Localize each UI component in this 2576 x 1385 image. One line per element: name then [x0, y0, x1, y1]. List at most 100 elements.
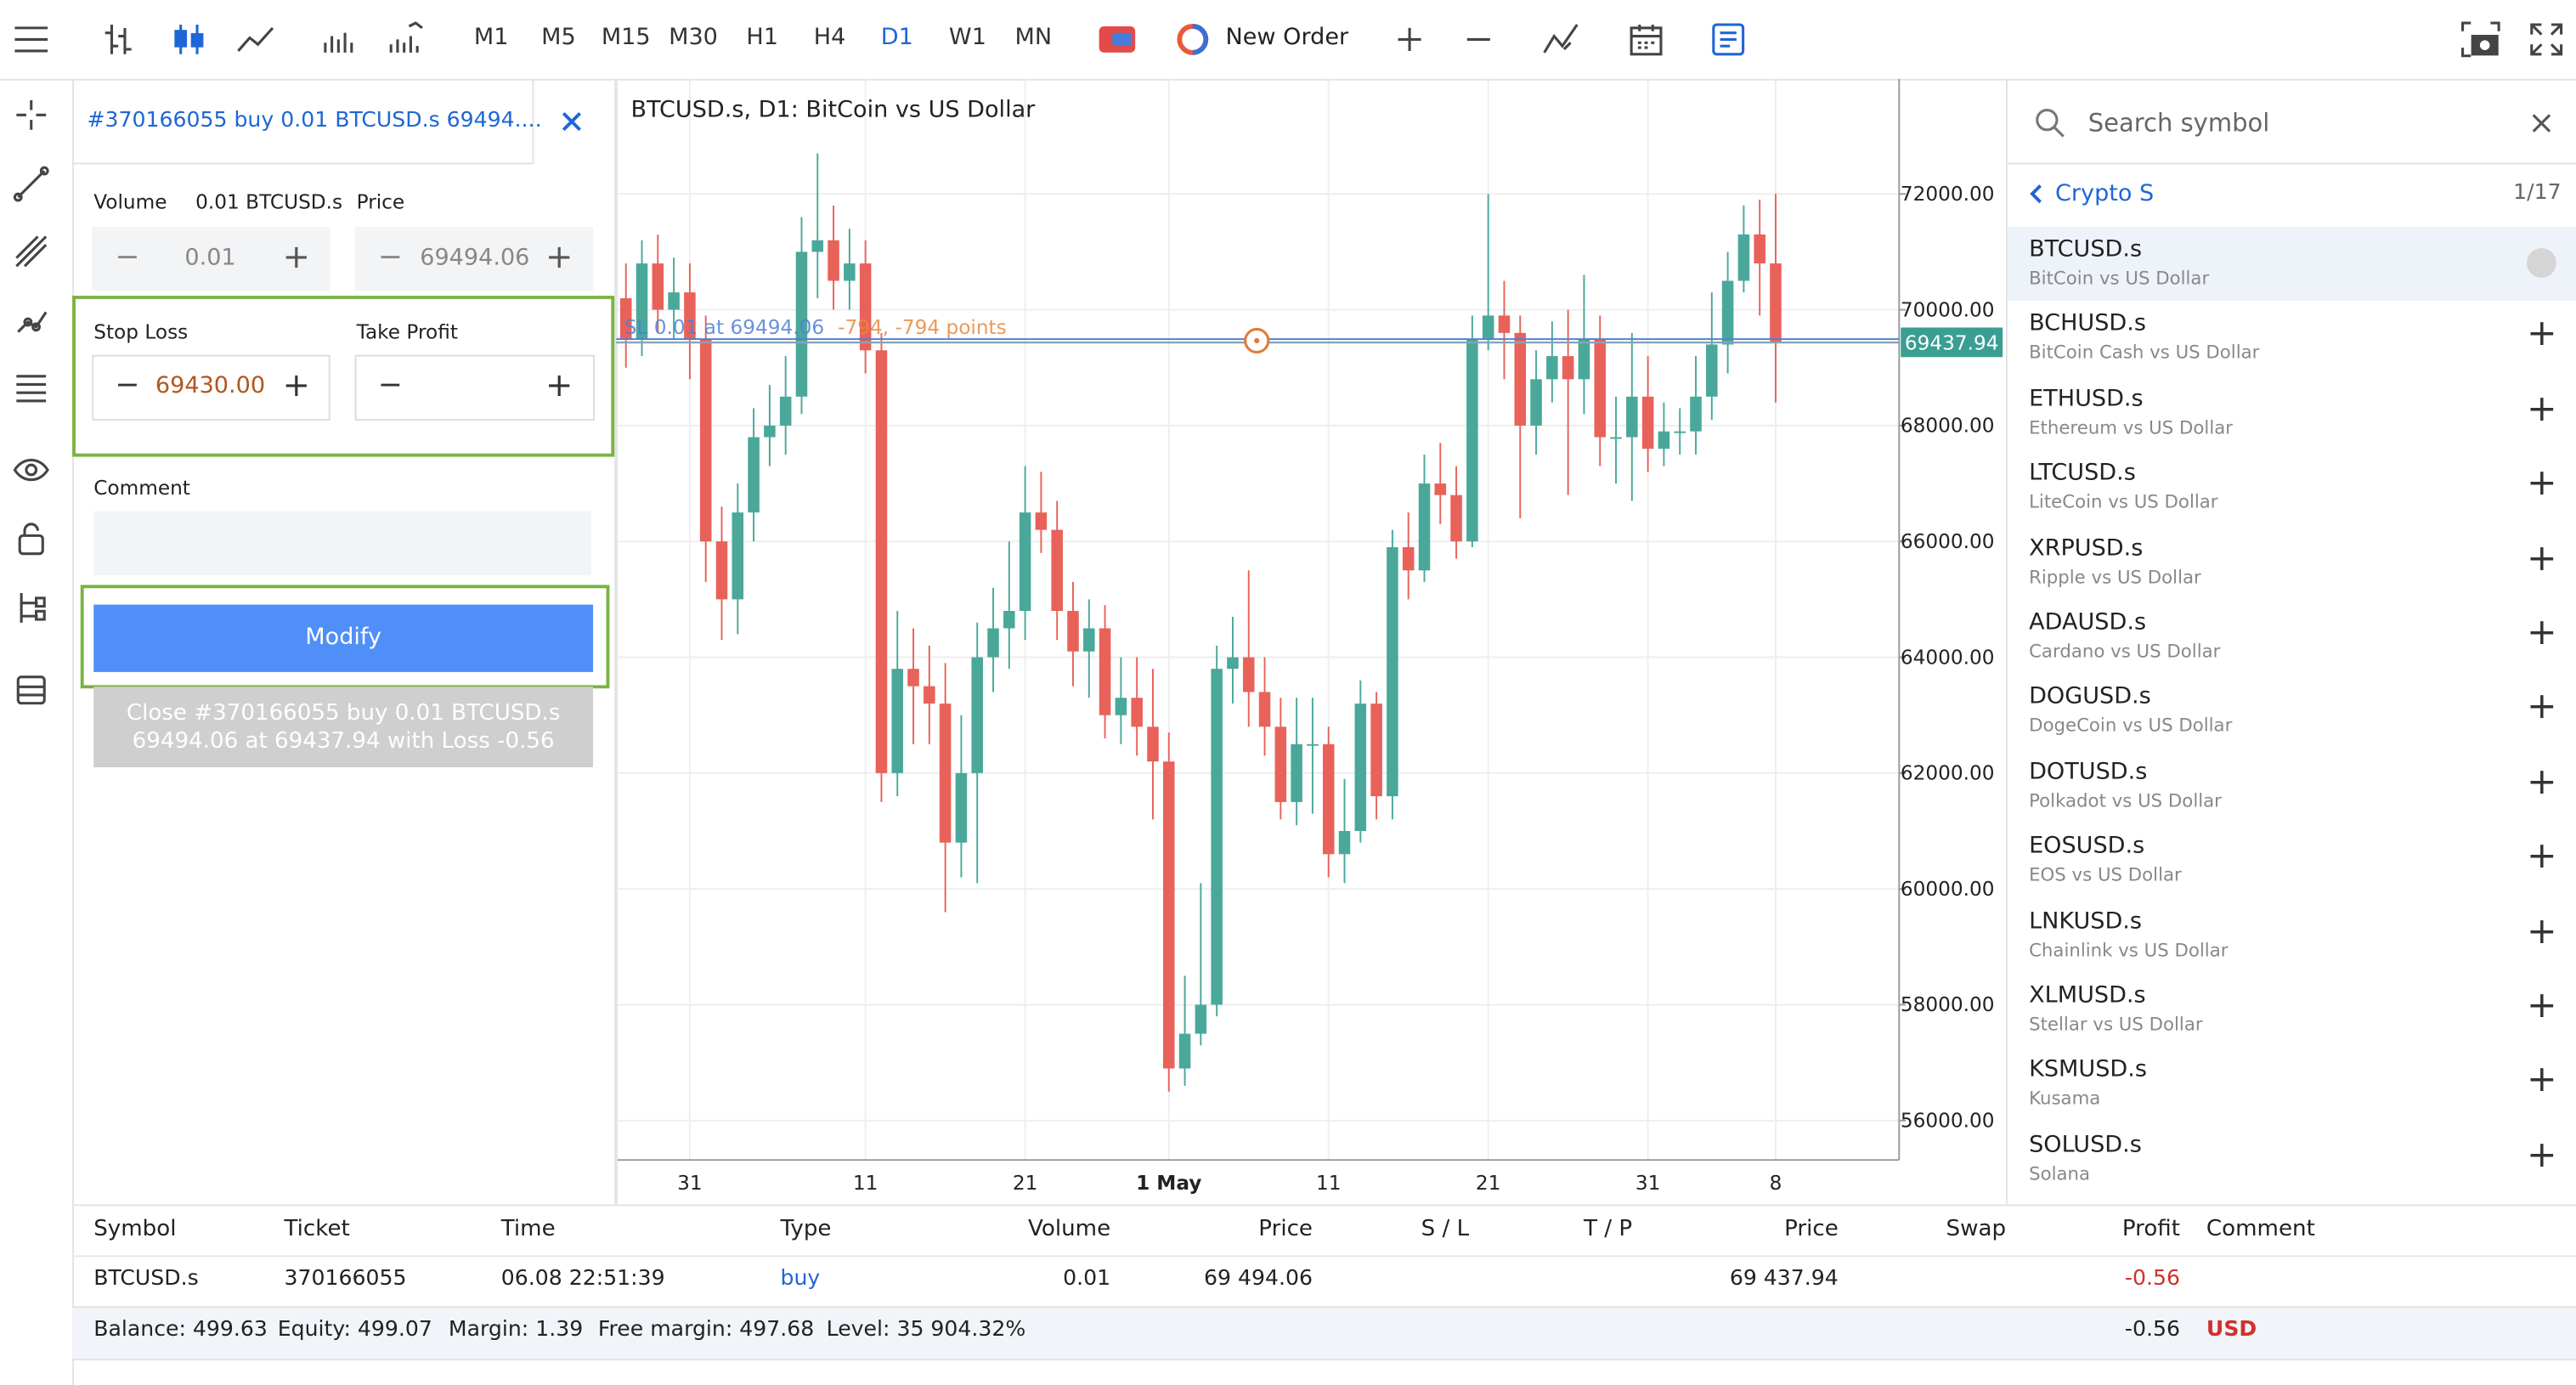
column-header: Comment: [2206, 1215, 2315, 1242]
cell: 06.08 22:51:39: [500, 1266, 665, 1292]
y-tick-label: 58000.00: [1901, 993, 1995, 1016]
search-icon: [2036, 109, 2065, 138]
take-profit-input[interactable]: [354, 354, 595, 421]
new-order-button[interactable]: New Order: [1225, 25, 1349, 51]
timeframe-button[interactable]: H1: [746, 25, 779, 51]
minus[interactable]: −: [377, 368, 403, 403]
candle-body: [636, 263, 648, 339]
zoom-in-icon[interactable]: [1393, 23, 1426, 56]
bar-chart-icon[interactable]: [99, 20, 138, 59]
x-tick-label: 8: [1770, 1172, 1782, 1195]
symbol-name: LNKUSD.s: [2029, 907, 2143, 935]
fibo-icon[interactable]: [13, 370, 49, 406]
candle-body: [1434, 483, 1447, 495]
add-symbol[interactable]: +: [2526, 388, 2557, 431]
comment-input[interactable]: [93, 511, 592, 575]
add-symbol[interactable]: +: [2526, 761, 2557, 804]
fullscreen-icon[interactable]: [2527, 20, 2566, 59]
zoom-out-icon[interactable]: [1462, 23, 1495, 56]
summary-item: Margin: 1.39: [448, 1317, 584, 1343]
candle-chart-icon[interactable]: [169, 20, 208, 59]
timeframe-button[interactable]: MN: [1014, 25, 1053, 51]
x-tick-label: 31: [677, 1172, 703, 1195]
plus[interactable]: +: [545, 365, 573, 404]
divider: [72, 1255, 2576, 1258]
candle-body: [1354, 704, 1367, 832]
pitchfork-icon[interactable]: [13, 302, 49, 339]
clear-search-icon[interactable]: [2530, 111, 2553, 134]
timeframe-button[interactable]: M5: [541, 25, 576, 51]
search-input[interactable]: Search symbol: [2087, 108, 2270, 138]
add-symbol[interactable]: +: [2526, 836, 2557, 878]
add-symbol[interactable]: +: [2526, 687, 2557, 729]
y-tick-label: 68000.00: [1901, 415, 1995, 438]
y-tick-label: 56000.00: [1901, 1110, 1995, 1133]
symbol-name: SOLUSD.s: [2029, 1131, 2142, 1158]
highlight: [72, 296, 615, 457]
timeframe-button[interactable]: W1: [948, 25, 986, 51]
add-symbol[interactable]: +: [2526, 1060, 2557, 1102]
volume-icon[interactable]: [320, 20, 359, 59]
bid-label: 69437.94: [1905, 332, 1999, 355]
plus[interactable]: +: [282, 236, 311, 276]
selected-icon[interactable]: [2526, 247, 2556, 278]
price-chart: 56000.00 58000.00 60000.00 62000.00 64000.00…: [616, 78, 2003, 1205]
close-button[interactable]: [93, 687, 594, 768]
candle-body: [1258, 692, 1271, 727]
trendline-icon[interactable]: [13, 166, 49, 202]
modify-button[interactable]: Modify: [93, 604, 594, 672]
back-icon[interactable]: [2027, 183, 2043, 206]
add-symbol[interactable]: +: [2526, 314, 2557, 356]
calendar-icon[interactable]: [1626, 20, 1665, 59]
divider: [2007, 162, 2576, 165]
minus[interactable]: −: [115, 368, 140, 403]
group-name[interactable]: Crypto S: [2055, 180, 2155, 207]
objects-icon[interactable]: [14, 590, 48, 626]
line-chart-icon[interactable]: [235, 20, 278, 59]
stop-loss-input[interactable]: [92, 354, 330, 421]
crosshair-icon[interactable]: [13, 97, 49, 133]
add-symbol[interactable]: +: [2526, 911, 2557, 953]
screenshot-icon[interactable]: [2460, 20, 2502, 59]
timeframe-button[interactable]: D1: [880, 25, 913, 51]
channel-icon[interactable]: [13, 234, 49, 270]
close-order-icon[interactable]: [560, 110, 583, 133]
candle-body: [939, 704, 952, 843]
add-symbol[interactable]: +: [2526, 463, 2557, 505]
symbol-row[interactable]: [2007, 226, 2576, 301]
candle-body: [1546, 356, 1558, 380]
volume-symbol: 0.01 BTCUSD.s: [195, 190, 343, 214]
price-input[interactable]: [354, 226, 594, 291]
add-symbol[interactable]: +: [2526, 538, 2557, 579]
timeframe-button[interactable]: H4: [813, 25, 846, 51]
symbol-description: BitCoin Cash vs US Dollar: [2029, 342, 2260, 365]
symbol-description: LiteCoin vs US Dollar: [2029, 491, 2218, 513]
minus[interactable]: −: [115, 240, 140, 274]
timeframe-button[interactable]: M30: [669, 25, 718, 51]
symbol-description: Cardano vs US Dollar: [2029, 641, 2221, 663]
candle-body: [1674, 431, 1686, 433]
candle-body: [907, 669, 919, 687]
plus[interactable]: +: [282, 365, 311, 404]
indicator-icon[interactable]: [386, 20, 428, 59]
volume-input[interactable]: [92, 226, 330, 291]
add-symbol[interactable]: +: [2526, 1134, 2557, 1177]
layers-icon[interactable]: [13, 672, 49, 709]
add-symbol[interactable]: +: [2526, 986, 2557, 1027]
one-click-icon[interactable]: [1098, 21, 1137, 58]
timeframe-button[interactable]: M1: [473, 25, 509, 51]
candle-body: [1162, 761, 1175, 1069]
menu-icon[interactable]: [12, 23, 51, 56]
minus[interactable]: −: [377, 240, 403, 274]
add-symbol[interactable]: +: [2526, 613, 2557, 654]
eye-icon[interactable]: [12, 455, 51, 485]
new-order-icon[interactable]: [1175, 21, 1212, 58]
indicators-icon[interactable]: [1541, 20, 1584, 59]
order-tab[interactable]: [72, 78, 534, 165]
lock-icon[interactable]: [14, 521, 48, 557]
journal-icon[interactable]: [1709, 20, 1748, 59]
timeframe-button[interactable]: M15: [601, 25, 651, 51]
candle-body: [1035, 512, 1048, 530]
column-header: Price: [1784, 1215, 1839, 1242]
plus[interactable]: +: [545, 236, 573, 276]
